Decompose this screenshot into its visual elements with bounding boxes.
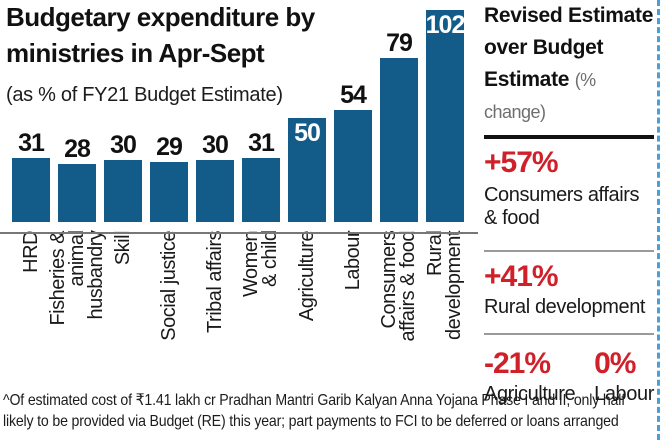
entry-label: Rural development bbox=[484, 295, 646, 318]
bar: 102 bbox=[425, 10, 466, 222]
entry-label: Consumers affairs & food bbox=[484, 183, 640, 230]
panel-entry-row: -21% Agriculture 0% Labour bbox=[484, 349, 656, 407]
divider-thin bbox=[484, 249, 654, 252]
bar: 28 bbox=[58, 135, 96, 222]
entry-label: Agriculture bbox=[484, 383, 576, 406]
bar-chart: 31 HRD 28 Fisheries & animal husbandry 30 Ski… bbox=[0, 10, 478, 341]
bar-column: 54 Labour bbox=[330, 10, 376, 341]
percent-change-note: (% change) bbox=[484, 69, 596, 122]
bar-value-label: 102 bbox=[425, 11, 466, 39]
panel-entry: +41% Rural development bbox=[484, 259, 656, 320]
divider-thick bbox=[484, 134, 654, 139]
bar-column: 30 Tribal affairs bbox=[192, 10, 238, 341]
page-subtitle: (as % of FY21 Budget Estimate) bbox=[6, 84, 283, 106]
bar-value-label: 50 bbox=[294, 119, 321, 147]
bar-value-label: 28 bbox=[64, 135, 91, 163]
bar: 30 bbox=[196, 131, 234, 222]
bar-area: 31 bbox=[8, 10, 54, 222]
bar: 54 bbox=[334, 81, 372, 222]
bar-column: 79 Consumers affairs & food bbox=[376, 10, 422, 341]
bar-area: 29 bbox=[146, 10, 192, 222]
bar-value-label: 30 bbox=[202, 131, 229, 159]
bar-value-label: 30 bbox=[110, 131, 137, 159]
bar: 31 bbox=[12, 129, 50, 222]
x-axis-line bbox=[0, 232, 478, 234]
bar-value-label: 54 bbox=[340, 81, 367, 109]
x-axis-label: Tribal affairs bbox=[203, 231, 226, 333]
x-axis-label: Consumers affairs & food bbox=[378, 231, 419, 342]
bar-column: 31 Women & child bbox=[238, 10, 284, 341]
x-axis-label: HRD bbox=[19, 231, 42, 273]
bar: 31 bbox=[242, 129, 280, 222]
footnote: ^Of estimated cost of ₹1.41 lakh cr Prad… bbox=[3, 392, 625, 431]
divider-thin bbox=[484, 333, 654, 336]
x-axis-label: Social justice bbox=[157, 231, 180, 341]
panel-entry: 0% Labour bbox=[594, 349, 654, 407]
x-axis-label: Agriculture bbox=[295, 231, 318, 322]
bar-value-label: 79 bbox=[386, 29, 413, 57]
side-panel: Revised Estimate over Budget Estimate (%… bbox=[484, 0, 656, 407]
page-title: Budgetary expenditure by ministries in A… bbox=[6, 2, 315, 68]
bar-column: 102 Rural development bbox=[422, 10, 468, 341]
bar-value-label: 31 bbox=[248, 129, 275, 157]
x-axis-label: Skill bbox=[111, 231, 134, 266]
bar-area: 79 bbox=[376, 10, 422, 222]
bar-column: 28 Fisheries & animal husbandry bbox=[47, 10, 107, 341]
panel-entry: -21% Agriculture bbox=[484, 347, 576, 407]
x-axis-label: Labour bbox=[341, 231, 364, 291]
bar-column: 30 Skill bbox=[100, 10, 146, 341]
bar: 79 bbox=[380, 29, 418, 222]
bar-area: 50 bbox=[284, 10, 330, 222]
panel-entry: +57% Consumers affairs & food bbox=[484, 145, 656, 231]
entry-label: Labour bbox=[594, 383, 654, 406]
bar-value-label: 31 bbox=[18, 129, 45, 157]
bar-columns: 31 HRD 28 Fisheries & animal husbandry 30 Ski… bbox=[0, 10, 478, 341]
bar-area: 28 bbox=[54, 10, 100, 222]
side-panel-title-text: Revised Estimate over Budget Estimate bbox=[484, 4, 654, 91]
bar-area: 54 bbox=[330, 10, 376, 222]
bar-area: 30 bbox=[192, 10, 238, 222]
x-axis-label: Rural development bbox=[424, 231, 465, 341]
entry-value: +41% bbox=[484, 259, 559, 293]
entry-value: -21% bbox=[484, 347, 551, 381]
x-axis-label: Women & child bbox=[240, 231, 281, 298]
bar-value-label: 29 bbox=[156, 133, 183, 161]
bar: 50 bbox=[288, 118, 326, 222]
bar-area: 102 bbox=[422, 10, 468, 222]
bar: 29 bbox=[150, 133, 188, 222]
bar-column: 50 Agriculture bbox=[284, 10, 330, 341]
bar: 30 bbox=[104, 131, 142, 222]
entry-value: +57% bbox=[484, 145, 559, 179]
bar-area: 30 bbox=[100, 10, 146, 222]
bar-column: 29 Social justice bbox=[146, 10, 192, 341]
x-axis-label: Fisheries & animal husbandry bbox=[46, 231, 107, 326]
side-panel-title: Revised Estimate over Budget Estimate (%… bbox=[484, 0, 656, 128]
entry-value: 0% bbox=[594, 347, 636, 381]
bar-column: 31 HRD bbox=[8, 10, 54, 341]
bar-area: 31 bbox=[238, 10, 284, 222]
